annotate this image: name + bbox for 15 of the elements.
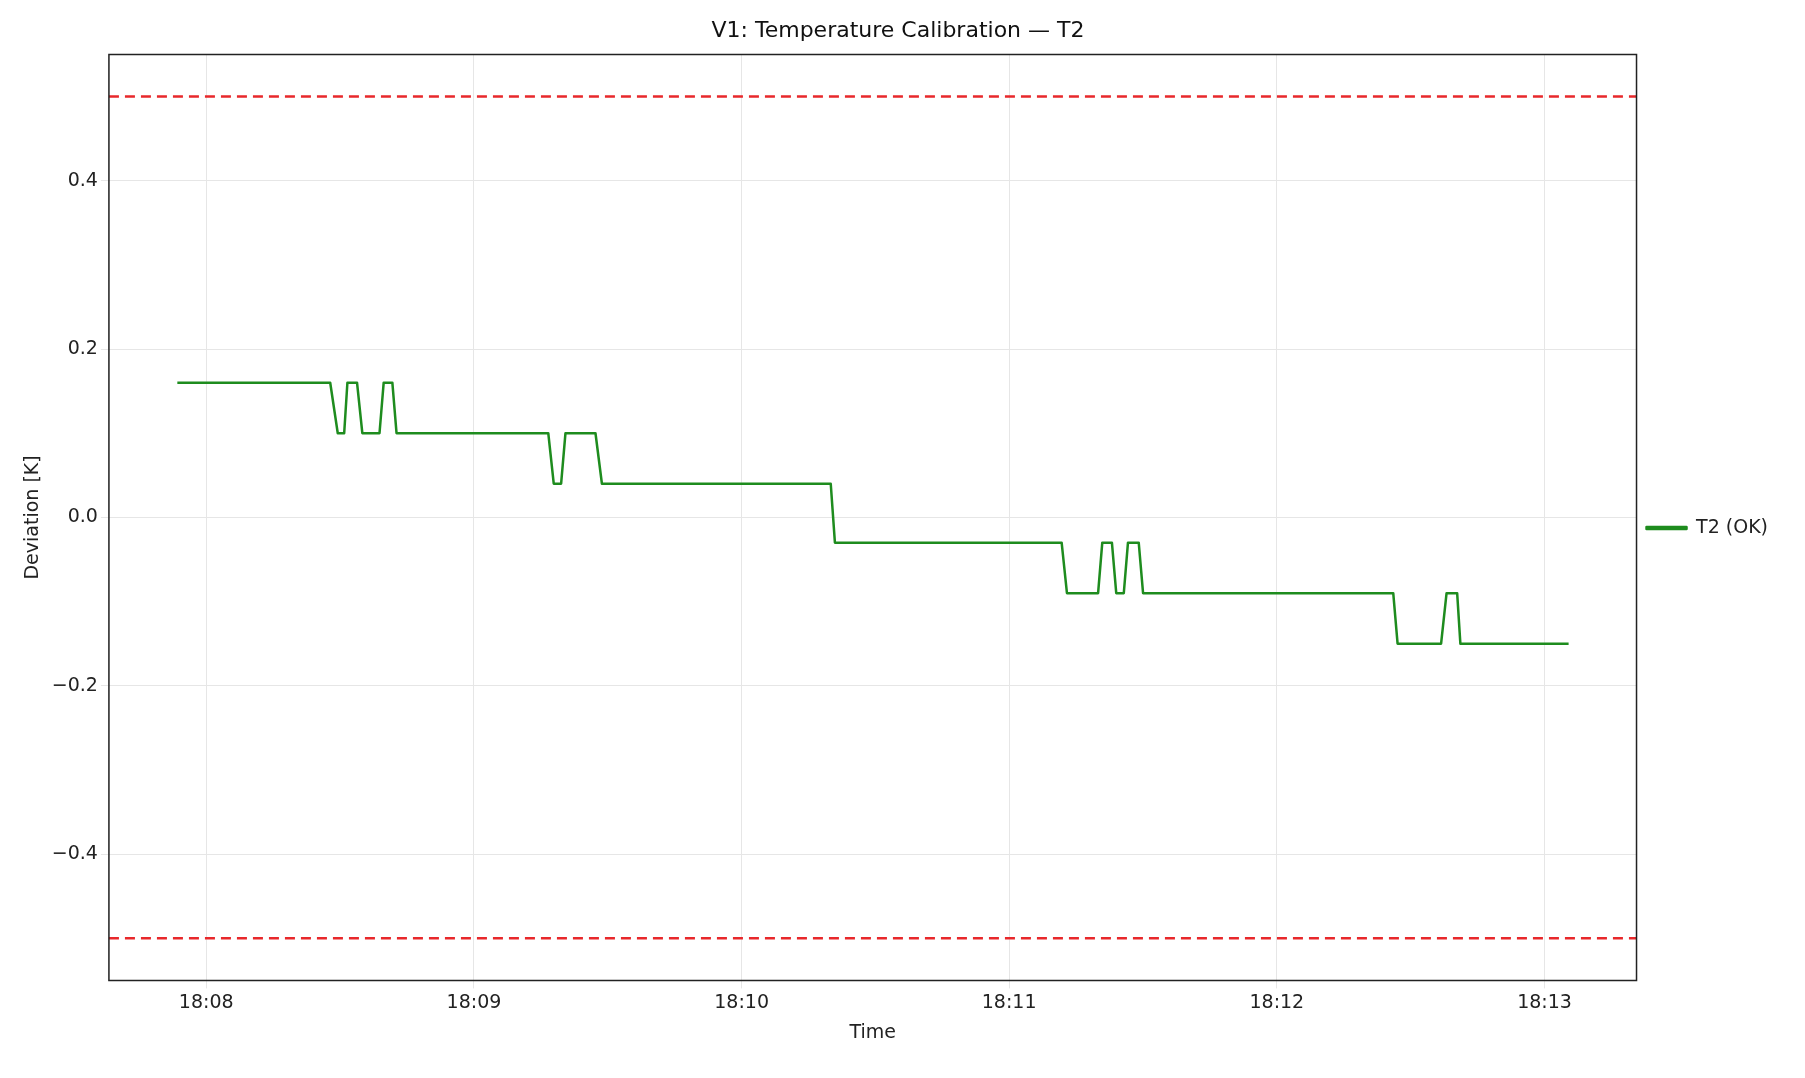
x-tick-label: 18:13 bbox=[1517, 989, 1572, 1012]
x-tick-label: 18:09 bbox=[446, 989, 502, 1012]
x-tick-label: 18:12 bbox=[1249, 989, 1305, 1012]
y-tick-label: 0.4 bbox=[67, 167, 98, 190]
chart-title: V1: Temperature Calibration — T2 bbox=[711, 16, 1085, 42]
x-tick-label: 18:10 bbox=[714, 989, 769, 1012]
y-axis-title: Deviation [K] bbox=[20, 455, 43, 580]
y-tick-label: 0.0 bbox=[67, 504, 98, 527]
x-axis-title: Time bbox=[848, 1019, 896, 1042]
y-tick-label: −0.4 bbox=[51, 841, 98, 864]
legend-label: T2 (OK) bbox=[1695, 514, 1769, 537]
x-tick-label: 18:11 bbox=[981, 989, 1037, 1012]
x-tick-label: 18:08 bbox=[178, 989, 234, 1012]
y-tick-label: 0.2 bbox=[67, 335, 98, 358]
y-tick-label: −0.2 bbox=[51, 672, 98, 695]
